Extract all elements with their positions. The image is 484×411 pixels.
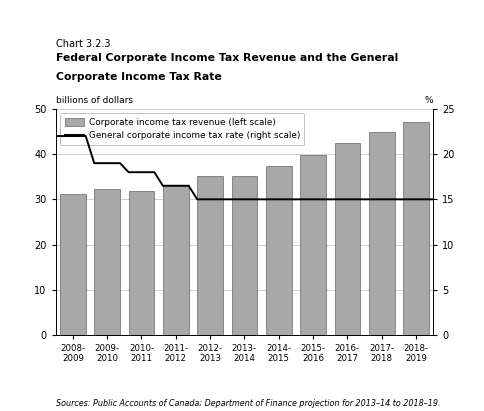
Text: Federal Corporate Income Tax Revenue and the General: Federal Corporate Income Tax Revenue and… — [56, 53, 398, 63]
Text: %: % — [424, 96, 433, 105]
Text: Sources: Public Accounts of Canada; Department of Finance projection for 2013–14: Sources: Public Accounts of Canada; Depa… — [56, 399, 440, 408]
Bar — [334, 143, 360, 335]
Text: Sustained growth is pushing corporate tax revenues higher: Sustained growth is pushing corporate ta… — [6, 12, 392, 22]
Text: billions of dollars: billions of dollars — [56, 96, 133, 105]
Bar — [266, 166, 291, 335]
Bar — [300, 155, 326, 335]
Bar — [231, 176, 257, 335]
Bar — [197, 176, 223, 335]
Text: Corporate Income Tax Rate: Corporate Income Tax Rate — [56, 72, 221, 81]
Bar — [369, 132, 394, 335]
Text: Chart 3.2.3: Chart 3.2.3 — [56, 39, 110, 48]
Legend: Corporate income tax revenue (left scale), General corporate income tax rate (ri: Corporate income tax revenue (left scale… — [60, 113, 304, 145]
Bar — [163, 185, 189, 335]
Bar — [129, 191, 154, 335]
Bar — [94, 189, 120, 335]
Bar — [403, 122, 429, 335]
Bar — [60, 194, 86, 335]
